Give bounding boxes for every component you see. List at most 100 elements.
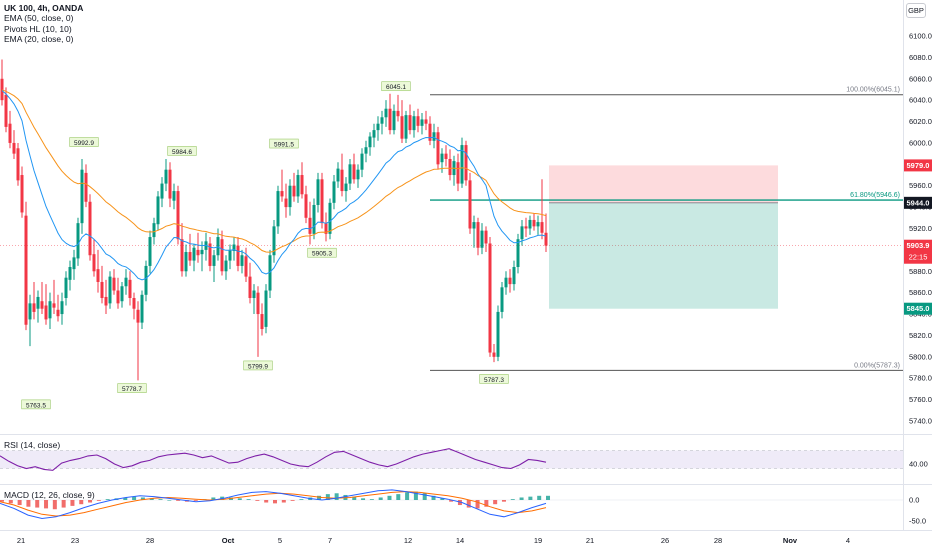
candle-body[interactable] — [376, 123, 380, 131]
candle-body[interactable] — [304, 194, 308, 218]
candle-body[interactable] — [256, 292, 260, 315]
candle-body[interactable] — [100, 281, 104, 299]
candle-body[interactable] — [32, 303, 36, 312]
candle-body[interactable] — [472, 222, 476, 229]
candle-body[interactable] — [224, 260, 228, 272]
candle-body[interactable] — [176, 191, 180, 240]
candle-body[interactable] — [288, 185, 292, 208]
candle-body[interactable] — [84, 172, 88, 202]
candle-body[interactable] — [28, 303, 32, 320]
candle-body[interactable] — [280, 191, 284, 197]
candle-body[interactable] — [416, 116, 420, 126]
candle-body[interactable] — [428, 123, 432, 141]
candle-body[interactable] — [380, 117, 384, 124]
candle-body[interactable] — [284, 198, 288, 208]
candle-body[interactable] — [388, 108, 392, 131]
candle-body[interactable] — [80, 169, 84, 224]
candle-body[interactable] — [188, 252, 192, 261]
candle-body[interactable] — [0, 78, 4, 101]
stop-loss-zone[interactable] — [549, 165, 778, 203]
candle-body[interactable] — [120, 286, 124, 302]
candle-body[interactable] — [520, 226, 524, 240]
candle-body[interactable] — [36, 296, 40, 309]
candle-body[interactable] — [300, 175, 304, 195]
candle-body[interactable] — [264, 290, 268, 327]
candle-body[interactable] — [496, 311, 500, 357]
candle-body[interactable] — [140, 294, 144, 323]
candle-body[interactable] — [440, 153, 444, 163]
candle-body[interactable] — [408, 115, 412, 131]
candle-body[interactable] — [64, 277, 68, 299]
candle-body[interactable] — [116, 290, 120, 304]
candle-body[interactable] — [76, 223, 80, 259]
candle-body[interactable] — [420, 119, 424, 126]
candle-body[interactable] — [72, 257, 76, 270]
candle-body[interactable] — [528, 219, 532, 229]
take-profit-zone[interactable] — [549, 202, 778, 309]
candle-body[interactable] — [316, 179, 320, 205]
rsi-label[interactable]: RSI (14, close) — [4, 440, 61, 450]
candle-body[interactable] — [396, 110, 400, 117]
candle-body[interactable] — [192, 247, 196, 261]
candle-body[interactable] — [508, 277, 512, 285]
candle-body[interactable] — [276, 191, 280, 227]
candle-body[interactable] — [504, 277, 508, 288]
candle-body[interactable] — [536, 222, 540, 227]
candle-body[interactable] — [8, 123, 12, 143]
candle-body[interactable] — [200, 249, 204, 255]
candle-body[interactable] — [212, 255, 216, 266]
candle-body[interactable] — [484, 230, 488, 244]
candle-body[interactable] — [272, 226, 276, 256]
candle-body[interactable] — [104, 296, 108, 306]
candle-body[interactable] — [332, 181, 336, 203]
candle-body[interactable] — [500, 287, 504, 312]
candle-body[interactable] — [324, 223, 328, 234]
candle-body[interactable] — [24, 215, 28, 325]
candle-body[interactable] — [456, 162, 460, 184]
candle-body[interactable] — [56, 309, 60, 317]
candle-body[interactable] — [156, 196, 160, 225]
currency-badge[interactable]: GBP — [906, 3, 926, 18]
candle-body[interactable] — [44, 305, 48, 320]
candle-body[interactable] — [164, 169, 168, 184]
candle-body[interactable] — [132, 298, 136, 309]
candle-body[interactable] — [220, 239, 224, 272]
candle-body[interactable] — [148, 237, 152, 266]
candle-body[interactable] — [348, 164, 352, 184]
candle-body[interactable] — [444, 153, 448, 159]
candle-body[interactable] — [60, 301, 64, 315]
candle-body[interactable] — [516, 239, 520, 267]
candle-body[interactable] — [108, 276, 112, 304]
candle-body[interactable] — [344, 183, 348, 192]
candle-body[interactable] — [432, 132, 436, 141]
candle-body[interactable] — [4, 94, 8, 127]
candle-body[interactable] — [368, 136, 372, 148]
candle-body[interactable] — [124, 277, 128, 287]
candle-body[interactable] — [236, 245, 240, 266]
candle-body[interactable] — [184, 252, 188, 272]
candle-body[interactable] — [152, 223, 156, 238]
candle-body[interactable] — [88, 201, 92, 256]
indicator-ema-20[interactable]: EMA (20, close, 0) — [4, 33, 74, 44]
candle-body[interactable] — [160, 183, 164, 199]
candle-body[interactable] — [524, 226, 528, 229]
candle-body[interactable] — [320, 179, 324, 224]
candle-body[interactable] — [492, 352, 496, 357]
macd-label[interactable]: MACD (12, 26, close, 9) — [4, 490, 95, 500]
candle-body[interactable] — [436, 132, 440, 165]
candle-body[interactable] — [128, 279, 132, 299]
candle-body[interactable] — [476, 222, 480, 248]
candle-body[interactable] — [540, 222, 544, 233]
candle-body[interactable] — [488, 243, 492, 353]
candle-body[interactable] — [240, 255, 244, 266]
candle-body[interactable] — [404, 115, 408, 139]
candle-body[interactable] — [364, 147, 368, 154]
candle-body[interactable] — [424, 119, 428, 124]
candle-body[interactable] — [384, 108, 388, 118]
candle-body[interactable] — [268, 255, 272, 291]
candle-body[interactable] — [232, 244, 236, 251]
candle-body[interactable] — [312, 204, 316, 234]
candle-body[interactable] — [544, 232, 548, 246]
candle-body[interactable] — [392, 110, 396, 131]
